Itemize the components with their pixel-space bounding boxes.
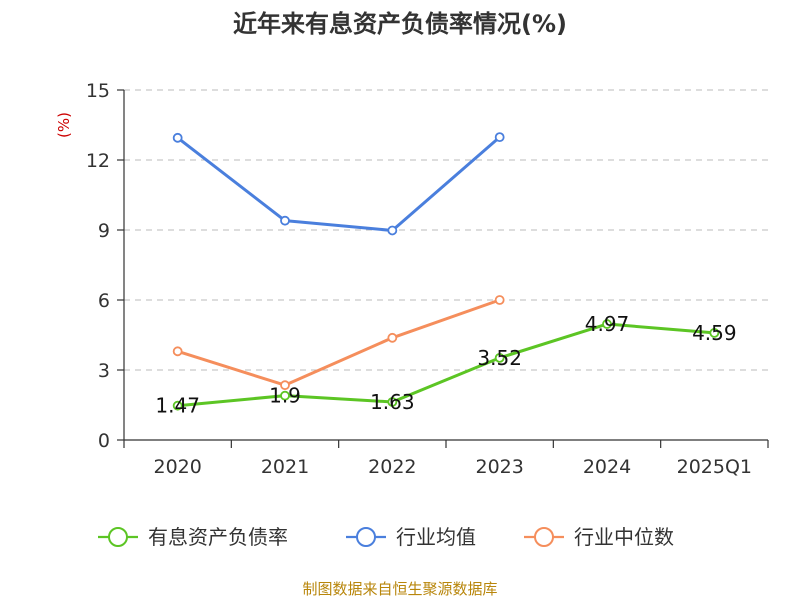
data-point <box>494 132 505 143</box>
legend-marker-icon <box>356 527 376 547</box>
y-tick-label: 0 <box>98 430 110 452</box>
data-point <box>172 132 183 143</box>
data-label: 1.9 <box>269 384 301 408</box>
axes <box>117 89 769 448</box>
gridlines <box>124 89 768 371</box>
x-tick-label: 2024 <box>583 456 631 478</box>
series-line <box>177 298 501 387</box>
y-tick-label: 3 <box>98 360 110 382</box>
y-tick-label: 12 <box>86 150 110 172</box>
legend: 有息资产负债率 行业均值 行业中位数 <box>98 525 674 549</box>
series-0 <box>172 319 720 411</box>
series-line <box>177 322 715 408</box>
data-point <box>494 295 505 305</box>
x-tick-label: 2021 <box>261 456 309 478</box>
series-2 <box>172 295 505 391</box>
series-line <box>176 136 501 232</box>
data-point <box>280 390 290 401</box>
legend-marker-icon <box>108 527 128 547</box>
y-tick-label: 6 <box>98 290 110 312</box>
x-tick-label: 2025Q1 <box>677 456 752 478</box>
legend-item[interactable]: 行业中位数 <box>524 525 674 549</box>
chart-title: 近年来有息资产负债率情况(%) <box>233 10 567 38</box>
legend-label: 有息资产负债率 <box>148 525 288 549</box>
data-label: 4.97 <box>585 312 630 336</box>
x-tick-labels: 2020 2021 2022 2023 2024 2025Q1 <box>153 456 752 478</box>
data-labels: 1.47 1.9 1.63 3.52 4.97 4.59 <box>155 312 736 418</box>
data-point <box>387 225 398 236</box>
legend-item[interactable]: 有息资产负债率 <box>98 525 288 549</box>
data-point <box>172 400 183 411</box>
data-label: 3.52 <box>477 346 522 370</box>
x-tick-label: 2023 <box>475 456 523 478</box>
data-point <box>494 352 505 363</box>
x-tick-label: 2020 <box>153 456 201 478</box>
data-label: 1.47 <box>155 394 200 418</box>
legend-label: 行业中位数 <box>574 525 674 549</box>
y-axis-unit-label: (%) <box>55 112 73 138</box>
data-point <box>387 332 398 343</box>
source-note: 制图数据来自恒生聚源数据库 <box>302 580 497 598</box>
y-tick-label: 9 <box>98 220 110 242</box>
data-point <box>280 380 290 391</box>
legend-marker-icon <box>534 527 554 547</box>
data-point <box>387 397 398 407</box>
data-point <box>709 327 720 338</box>
data-point <box>280 215 290 226</box>
x-tick-label: 2022 <box>368 456 416 478</box>
y-tick-label: 15 <box>86 80 110 102</box>
y-tick-labels: 0 3 6 9 12 15 <box>86 80 110 452</box>
legend-item[interactable]: 行业均值 <box>346 525 476 549</box>
data-label: 4.59 <box>692 321 737 345</box>
legend-label: 行业均值 <box>396 525 476 549</box>
data-label: 1.63 <box>370 390 415 414</box>
series-layer <box>172 132 720 411</box>
series-1 <box>172 132 505 236</box>
data-point <box>602 319 612 329</box>
data-point <box>172 346 183 357</box>
